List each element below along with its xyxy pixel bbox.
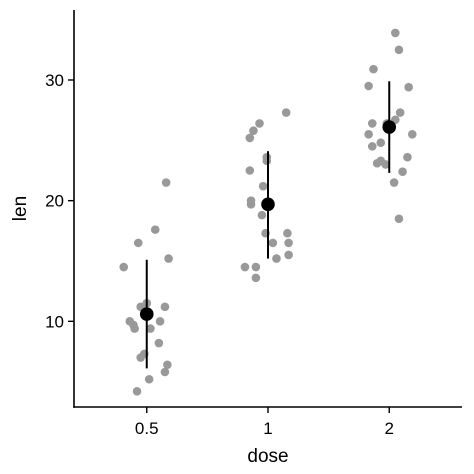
y-tick-label: 30 [45, 71, 64, 90]
data-point [132, 387, 142, 396]
data-point [144, 374, 154, 384]
data-point [283, 228, 292, 238]
x-tick-label: 0.5 [135, 419, 159, 438]
data-point [376, 138, 386, 148]
data-point [407, 129, 417, 139]
data-point [249, 126, 258, 135]
data-point [136, 353, 145, 362]
data-point [381, 160, 390, 169]
data-point [258, 181, 268, 191]
mean-point [139, 307, 154, 321]
data-point [389, 178, 399, 187]
mean-point [261, 197, 275, 212]
data-point [154, 338, 164, 348]
data-point [150, 225, 160, 234]
data-point [395, 108, 405, 117]
data-point [245, 133, 255, 143]
data-point [284, 250, 293, 260]
data-point [403, 152, 412, 162]
data-point [394, 214, 404, 224]
data-point [394, 45, 404, 55]
data-point [130, 324, 139, 333]
data-point [255, 119, 264, 128]
data-point [367, 142, 377, 151]
x-tick-label: 2 [385, 419, 394, 438]
y-tick-label: 10 [45, 312, 64, 331]
data-point [146, 324, 155, 333]
data-point [119, 262, 129, 272]
data-point [240, 262, 250, 272]
data-point [246, 199, 256, 209]
data-point [133, 238, 143, 248]
y-tick-label: 20 [45, 192, 64, 211]
data-point [372, 158, 382, 168]
data-point [160, 367, 170, 377]
data-point [281, 108, 291, 117]
data-point [404, 82, 413, 92]
data-point [164, 254, 173, 263]
data-point [284, 238, 293, 248]
data-point [364, 129, 373, 139]
mean-point [382, 120, 397, 134]
y-axis-title: len [10, 196, 31, 221]
data-point [268, 238, 278, 248]
x-tick-label: 1 [263, 419, 272, 438]
data-point [251, 262, 261, 272]
data-point [257, 210, 267, 220]
data-point [155, 317, 165, 326]
x-ticks: 0.5 1 2 [135, 407, 394, 438]
data-point [364, 81, 373, 91]
data-point [367, 119, 377, 128]
data-point [398, 167, 407, 176]
x-axis-title: dose [247, 446, 288, 467]
data-point [369, 64, 378, 74]
y-ticks: 10 20 30 [45, 71, 74, 331]
data-point [272, 254, 281, 263]
points-layer [119, 28, 417, 396]
data-point [251, 273, 261, 283]
data-point [163, 360, 172, 370]
data-point [160, 302, 170, 312]
data-point [262, 156, 272, 166]
data-point [245, 166, 255, 175]
data-point [161, 178, 171, 187]
data-point [391, 28, 400, 38]
summary-layer [139, 81, 397, 369]
